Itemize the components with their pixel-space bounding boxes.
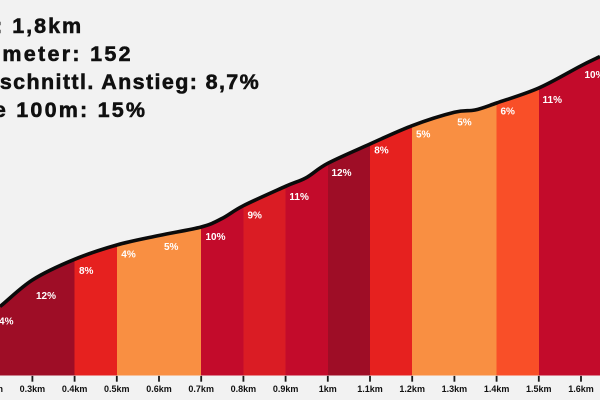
svg-text:1.3km: 1.3km [442,384,468,394]
svg-text:0.6km: 0.6km [146,384,172,394]
svg-text:9%: 9% [248,211,263,222]
svg-text:14%: 14% [0,317,14,328]
svg-text:5%: 5% [416,129,431,140]
svg-text:5%: 5% [164,242,179,253]
svg-text:12%: 12% [332,168,352,179]
svg-text:8%: 8% [79,266,94,277]
svg-text:1.1km: 1.1km [357,384,383,394]
svg-text:1km: 1km [319,384,337,394]
svg-text:0.4km: 0.4km [62,384,88,394]
svg-text:1.5km: 1.5km [526,384,552,394]
svg-text:0.5km: 0.5km [104,384,130,394]
svg-text:0.3km: 0.3km [20,384,46,394]
svg-text:1.6km: 1.6km [568,384,594,394]
svg-text:1.4km: 1.4km [484,384,510,394]
svg-text:10%: 10% [206,232,226,243]
svg-text:8%: 8% [374,145,389,156]
svg-text:0.2km: 0.2km [0,384,3,394]
svg-text:11%: 11% [543,95,563,106]
svg-text:12%: 12% [36,291,56,302]
svg-text:0.8km: 0.8km [231,384,257,394]
svg-text:0.7km: 0.7km [188,384,214,394]
svg-text:0.9km: 0.9km [273,384,299,394]
svg-text:1.2km: 1.2km [399,384,425,394]
svg-text:6%: 6% [501,107,516,118]
svg-text:10%: 10% [585,70,600,81]
svg-text:11%: 11% [289,192,309,203]
svg-text:4%: 4% [121,250,136,261]
svg-text:5%: 5% [457,118,472,129]
